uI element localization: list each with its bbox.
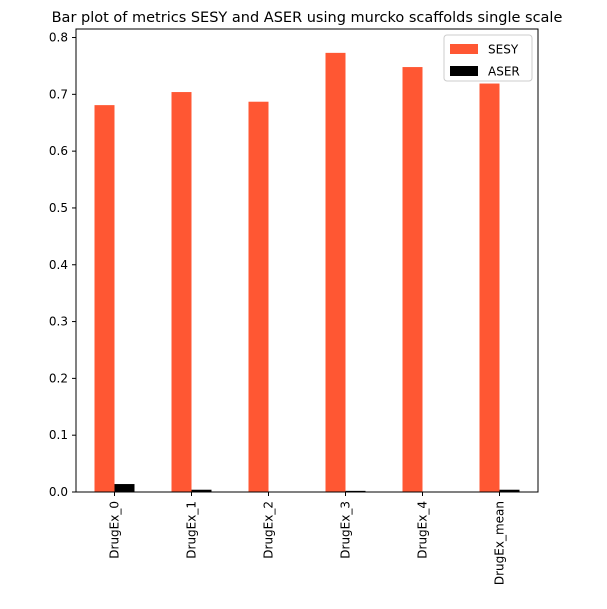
- plot-area: [94, 52, 520, 493]
- x-tick-label: DrugEx_0: [108, 501, 122, 559]
- bar-sesy-drugex_1: [171, 92, 192, 492]
- y-tick-label: 0.3: [49, 315, 68, 329]
- x-tick-label: DrugEx_3: [339, 501, 353, 559]
- y-tick-label: 0.1: [49, 428, 68, 442]
- x-tick-label: DrugEx_1: [185, 501, 199, 559]
- chart-title: Bar plot of metrics SESY and ASER using …: [52, 10, 563, 26]
- y-tick-label: 0.2: [49, 371, 68, 385]
- bar-aser-drugex_0: [114, 484, 135, 492]
- bar-sesy-drugex_3: [325, 52, 346, 493]
- y-tick-label: 0.8: [49, 31, 68, 45]
- bar-sesy-drugex_4: [402, 67, 423, 493]
- bar-aser-drugex_3: [345, 490, 366, 492]
- y-tick-label: 0.0: [49, 485, 68, 499]
- y-tick-label: 0.4: [49, 258, 68, 272]
- x-axis: DrugEx_0 DrugEx_1 DrugEx_2 DrugEx_3 DrugEx_4…: [108, 492, 507, 585]
- y-tick-label: 0.7: [49, 87, 68, 101]
- x-tick-label: DrugEx_2: [262, 501, 276, 559]
- legend: SESY ASER: [443, 34, 533, 82]
- y-axis: 0.0 0.1 0.2 0.3 0.4 0.5 0.6 0.7 0.8: [49, 31, 76, 499]
- bar-sesy-drugex_0: [94, 105, 115, 492]
- bar-aser-drugex_1: [191, 489, 212, 492]
- x-tick-label: DrugEx_4: [416, 501, 430, 559]
- bar-sesy-drugex_mean: [479, 83, 500, 493]
- legend-label-sesy: SESY: [488, 43, 519, 57]
- legend-swatch-sesy: [450, 44, 478, 54]
- legend-label-aser: ASER: [488, 65, 520, 79]
- axes-frame: [75, 28, 539, 493]
- bar-aser-drugex_mean: [499, 489, 520, 492]
- y-tick-label: 0.5: [49, 201, 68, 215]
- bar-sesy-drugex_2: [248, 101, 269, 493]
- x-tick-label: DrugEx_mean: [493, 501, 507, 585]
- y-tick-label: 0.6: [49, 144, 68, 158]
- legend-swatch-aser: [450, 66, 478, 76]
